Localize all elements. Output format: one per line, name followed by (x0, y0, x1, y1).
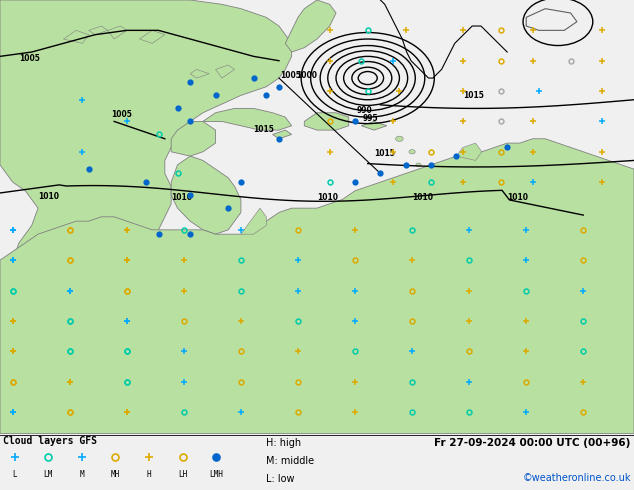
Text: 1015: 1015 (254, 125, 275, 134)
Polygon shape (190, 70, 209, 78)
Text: 1005: 1005 (19, 54, 40, 63)
Text: MH: MH (111, 470, 120, 479)
Text: 1015: 1015 (463, 91, 484, 100)
Polygon shape (456, 143, 482, 160)
Text: 1005: 1005 (111, 110, 132, 119)
Polygon shape (89, 26, 108, 35)
Polygon shape (0, 139, 634, 434)
Polygon shape (63, 30, 89, 44)
Polygon shape (273, 130, 292, 139)
Ellipse shape (409, 149, 415, 154)
Polygon shape (171, 122, 216, 156)
Text: 1000: 1000 (296, 71, 317, 80)
Text: LM: LM (44, 470, 53, 479)
Ellipse shape (416, 163, 421, 167)
Text: H: H (146, 470, 152, 479)
Ellipse shape (422, 175, 427, 180)
Text: LH: LH (178, 470, 187, 479)
Text: 1010: 1010 (38, 192, 59, 201)
Text: 1015: 1015 (374, 149, 395, 158)
Text: 1010: 1010 (507, 193, 528, 202)
Text: L: low: L: low (266, 474, 295, 484)
Text: ©weatheronline.co.uk: ©weatheronline.co.uk (522, 473, 631, 483)
Polygon shape (139, 30, 165, 44)
Text: 995: 995 (363, 114, 378, 122)
Text: LMH: LMH (209, 470, 223, 479)
Polygon shape (285, 0, 336, 52)
Text: 1010: 1010 (317, 193, 338, 202)
Text: 1010: 1010 (412, 193, 433, 202)
Polygon shape (108, 26, 127, 39)
Polygon shape (0, 0, 292, 356)
Text: Fr 27-09-2024 00:00 UTC (00+96): Fr 27-09-2024 00:00 UTC (00+96) (434, 438, 631, 448)
Text: 1005: 1005 (280, 71, 301, 80)
Polygon shape (361, 122, 387, 130)
Polygon shape (216, 65, 235, 78)
Polygon shape (203, 108, 292, 130)
Text: M: M (79, 470, 84, 479)
Text: Cloud layers GFS: Cloud layers GFS (3, 437, 97, 446)
Polygon shape (304, 113, 349, 130)
Text: 1010: 1010 (171, 193, 192, 202)
Text: L: L (12, 470, 17, 479)
Polygon shape (241, 208, 266, 234)
Text: M: middle: M: middle (266, 456, 314, 466)
Ellipse shape (396, 136, 403, 142)
Polygon shape (171, 156, 241, 234)
Text: 990: 990 (357, 106, 372, 115)
Text: H: high: H: high (266, 438, 301, 448)
